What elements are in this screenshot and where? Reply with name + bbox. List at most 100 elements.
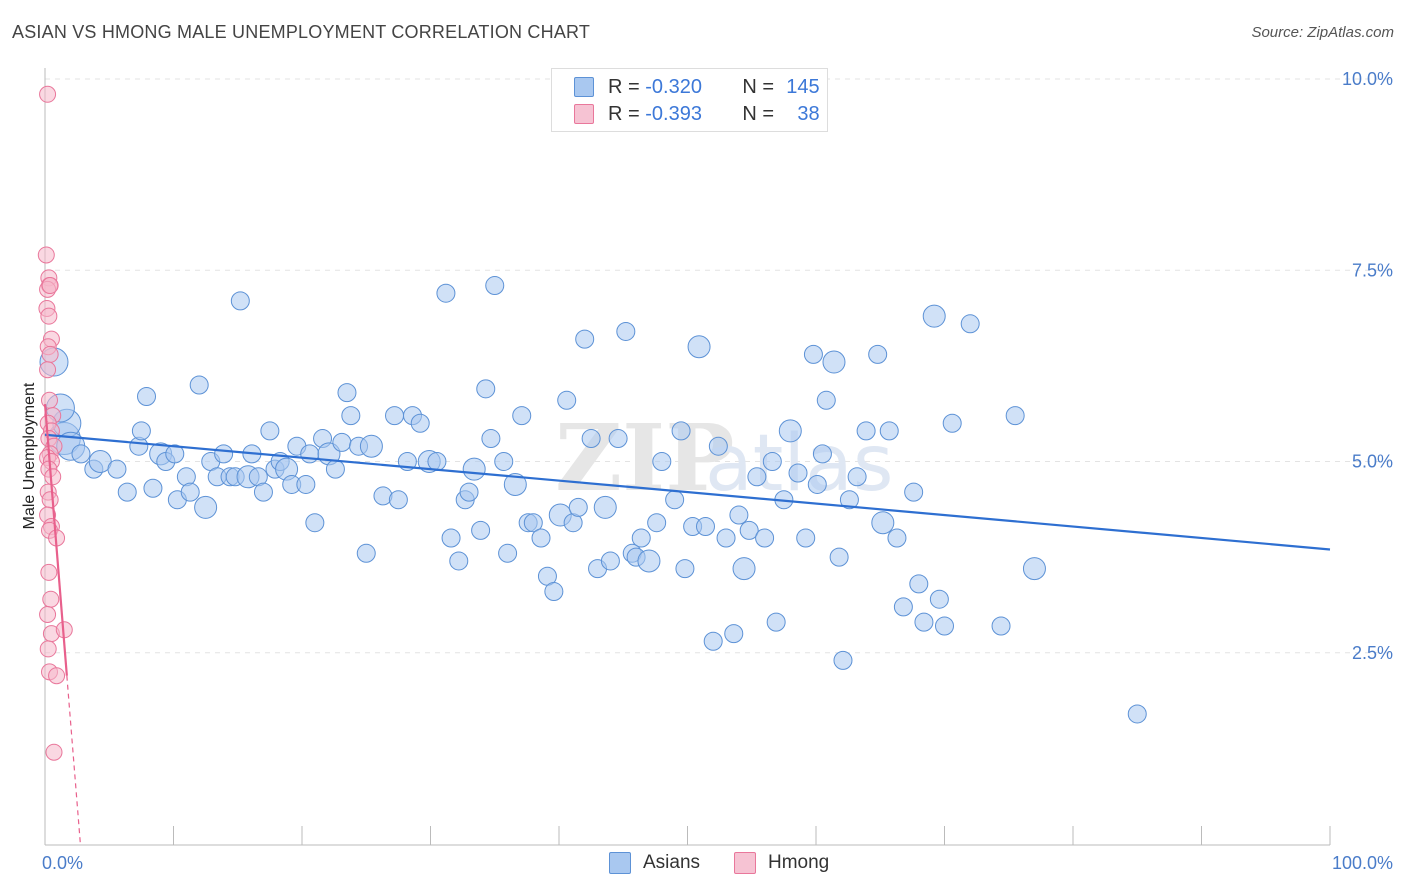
y-tick-label: 7.5% <box>1352 260 1393 280</box>
asians-point <box>778 419 802 443</box>
asians-point <box>807 474 827 494</box>
asians-point <box>887 528 907 548</box>
asians-point <box>822 350 846 374</box>
asians-point <box>494 452 514 471</box>
trend-lines <box>43 404 1331 845</box>
grid-lines <box>45 78 1392 654</box>
asians-point <box>189 375 209 395</box>
hmong-trend-line <box>43 404 68 676</box>
hmong-point <box>39 361 57 379</box>
x-tick-label: 100.0% <box>1332 853 1393 873</box>
asians-point <box>904 482 924 502</box>
legend-row-hmong: R = -0.393 N = 38 <box>574 102 820 126</box>
asians-point <box>512 406 532 426</box>
asians-point <box>557 390 577 410</box>
asians-point <box>325 459 345 479</box>
hmong-trend-extension <box>66 675 81 845</box>
asians-point <box>165 444 185 464</box>
hmong-point <box>41 491 59 509</box>
asians-point <box>1127 704 1147 724</box>
y-tick-label: 10.0% <box>1342 69 1393 89</box>
series-legend: Asians Hmong <box>0 852 1406 878</box>
asians-point <box>253 482 273 502</box>
tick-labels: 2.5% 5.0% 7.5% 10.0% 0.0% 100.0% <box>42 69 1393 873</box>
asians-point <box>935 616 954 636</box>
asians-point <box>829 547 849 567</box>
asians-point <box>847 467 867 487</box>
stats-legend: R = -0.320 N = 145 R = -0.393 N = 38 <box>551 68 828 132</box>
hmong-point <box>42 590 60 608</box>
asians-point <box>600 551 620 571</box>
asians-point <box>868 344 888 364</box>
hmong-point <box>48 667 66 685</box>
asians-point <box>593 495 617 519</box>
legend-n-label: N = <box>742 102 775 125</box>
asians-point <box>942 413 962 433</box>
legend-label-hmong: Hmong <box>768 852 830 873</box>
asians-point <box>637 549 661 573</box>
asians-point <box>1022 557 1046 581</box>
chart-source: Source: ZipAtlas.com <box>1251 24 1394 41</box>
asians-point <box>337 383 357 403</box>
hmong-point <box>39 606 57 623</box>
asians-point <box>631 528 651 548</box>
asians-point <box>788 463 808 483</box>
asians-point <box>300 444 320 464</box>
asians-point <box>410 413 430 433</box>
x-tick-label: 0.0% <box>42 853 83 873</box>
asians-point <box>296 474 316 494</box>
asians-point <box>194 495 218 519</box>
hmong-point <box>39 85 57 103</box>
asians-point <box>88 450 112 473</box>
hmong-legend-icon <box>734 852 756 874</box>
asians-point <box>476 379 496 399</box>
asians-point <box>647 513 667 533</box>
asians-point <box>356 543 376 563</box>
asians-point <box>747 467 767 487</box>
y-tick-label: 2.5% <box>1352 643 1393 663</box>
legend-r-label: R = <box>608 102 640 125</box>
asians-point <box>471 520 491 540</box>
asians-point <box>568 497 588 517</box>
asians-point <box>459 482 479 502</box>
hmong-point <box>40 563 58 581</box>
asians-point <box>107 459 127 479</box>
asians-point <box>671 421 691 441</box>
asians-point <box>856 421 876 441</box>
legend-item-asians: Asians <box>609 852 700 874</box>
asians-point <box>341 406 361 426</box>
legend-row-asians: R = -0.320 N = 145 <box>574 75 820 99</box>
chart-title: ASIAN VS HMONG MALE UNEMPLOYMENT CORRELA… <box>12 22 591 42</box>
asians-point <box>929 589 949 609</box>
asians-point <box>581 429 601 449</box>
asians-point <box>503 472 527 496</box>
legend-label-asians: Asians <box>643 852 701 873</box>
asians-point <box>732 557 756 581</box>
hmong-point <box>41 277 59 295</box>
asians-trend-line <box>44 433 1331 551</box>
asians-point <box>359 434 383 458</box>
asians-point <box>332 432 352 452</box>
legend-r-value: -0.393 <box>645 102 702 125</box>
asians-point <box>839 490 859 510</box>
legend-n-label: N = <box>742 75 775 98</box>
hmong-point <box>44 468 62 486</box>
asians-point <box>708 436 728 456</box>
asians-point <box>762 452 782 471</box>
asians-point <box>531 528 551 548</box>
asians-point <box>481 429 501 449</box>
asians-point <box>575 329 595 349</box>
asians-point <box>766 612 786 632</box>
legend-r-value: -0.320 <box>645 75 702 98</box>
asians-point <box>544 582 564 602</box>
hmong-point <box>41 345 59 363</box>
asians-point <box>687 335 711 359</box>
asians-point <box>523 513 543 533</box>
asians-point <box>385 406 405 426</box>
asians-point <box>909 574 929 594</box>
hmong-swatch-icon <box>574 104 594 124</box>
asians-point <box>716 528 736 548</box>
asians-point <box>71 444 91 464</box>
hmong-point <box>39 640 57 658</box>
